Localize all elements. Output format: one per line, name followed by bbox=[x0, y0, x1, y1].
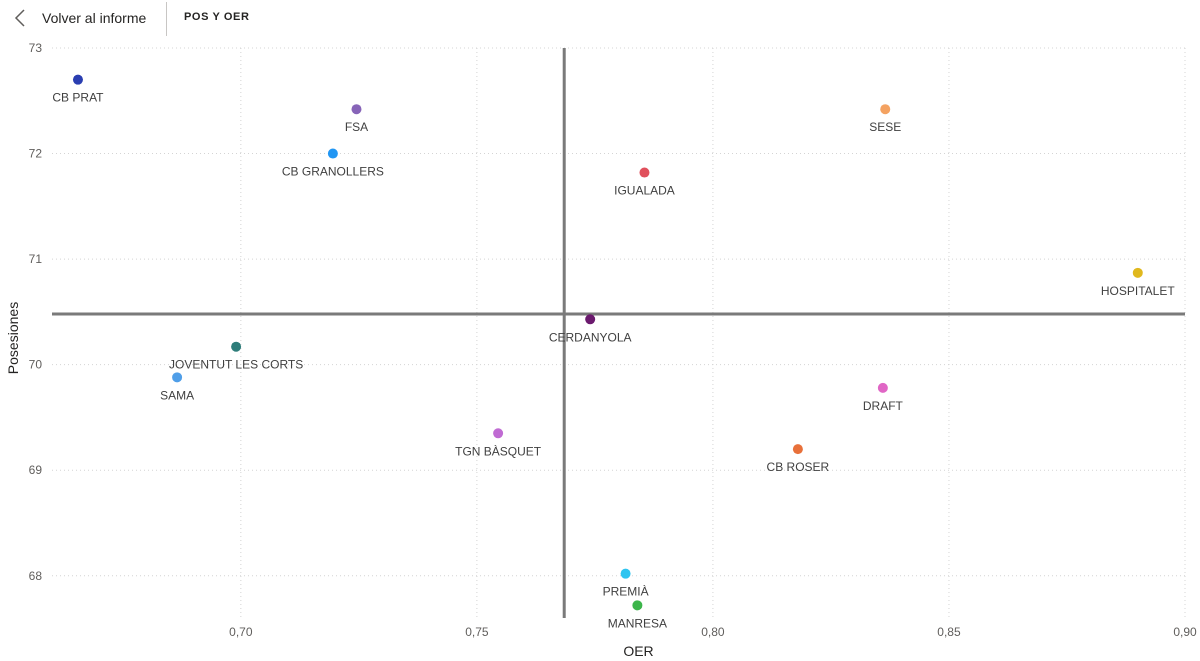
point-label-cb-roser: CB ROSER bbox=[767, 460, 830, 474]
x-tick-label: 0,85 bbox=[937, 625, 961, 639]
y-tick-label: 72 bbox=[29, 147, 43, 161]
point-sama[interactable] bbox=[172, 372, 183, 383]
point-cb-roser[interactable] bbox=[792, 444, 803, 455]
point-draft[interactable] bbox=[877, 382, 888, 393]
back-to-report-button[interactable]: Volver al informe bbox=[14, 6, 146, 30]
point-cerdanyola[interactable] bbox=[585, 314, 596, 325]
data-points bbox=[72, 74, 1143, 611]
axis-ticks: 0,70 0,75 0,80 0,85 0,90 68 69 70 71 72 73 bbox=[29, 41, 1197, 639]
point-label-draft: DRAFT bbox=[863, 399, 904, 413]
x-tick-label: 0,80 bbox=[701, 625, 725, 639]
point-label-premia: PREMIÀ bbox=[603, 584, 649, 599]
top-bar: Volver al informe POS Y OER bbox=[0, 0, 1200, 36]
point-label-hospitalet: HOSPITALET bbox=[1101, 284, 1175, 298]
x-axis-title: OER bbox=[623, 643, 653, 659]
x-tick-label: 0,70 bbox=[229, 625, 253, 639]
point-cb-prat[interactable] bbox=[72, 74, 83, 85]
point-joventut-les-corts[interactable] bbox=[231, 341, 242, 352]
point-igualada[interactable] bbox=[639, 167, 650, 178]
y-tick-label: 68 bbox=[29, 569, 43, 583]
grid bbox=[52, 47, 1186, 618]
point-sese[interactable] bbox=[880, 104, 891, 115]
y-axis-title: Posesiones bbox=[5, 302, 21, 374]
point-label-manresa: MANRESA bbox=[608, 616, 667, 630]
point-label-sese: SESE bbox=[869, 120, 901, 134]
point-label-igualada: IGUALADA bbox=[614, 184, 675, 198]
y-tick-label: 73 bbox=[29, 41, 43, 55]
point-hospitalet[interactable] bbox=[1132, 267, 1143, 278]
header-divider bbox=[166, 2, 167, 36]
point-tgn-basquet[interactable] bbox=[493, 428, 504, 439]
back-label: Volver al informe bbox=[42, 10, 147, 26]
x-tick-label: 0,75 bbox=[465, 625, 489, 639]
reference-lines bbox=[52, 48, 1185, 618]
y-tick-label: 69 bbox=[29, 463, 43, 477]
y-tick-label: 71 bbox=[29, 252, 43, 266]
x-tick-label: 0,90 bbox=[1173, 625, 1197, 639]
data-labels: CB PRAT FSA CB GRANOLLERS SESE IGUALADA HOSPI… bbox=[52, 91, 1175, 631]
point-label-joventut-les-corts: JOVENTUT LES CORTS bbox=[169, 358, 303, 372]
point-manresa[interactable] bbox=[632, 600, 643, 611]
point-label-tgn-basquet: TGN BÀSQUET bbox=[455, 443, 542, 458]
point-label-cb-granollers: CB GRANOLLERS bbox=[282, 165, 384, 179]
point-premia[interactable] bbox=[620, 568, 631, 579]
point-label-cb-prat: CB PRAT bbox=[52, 91, 104, 105]
y-tick-label: 70 bbox=[29, 358, 43, 372]
chevron-left-icon bbox=[14, 9, 25, 27]
point-label-sama: SAMA bbox=[160, 388, 194, 402]
point-label-cerdanyola: CERDANYOLA bbox=[549, 330, 632, 344]
point-fsa[interactable] bbox=[351, 104, 362, 115]
page-title: POS Y OER bbox=[184, 11, 250, 23]
point-cb-granollers[interactable] bbox=[327, 148, 338, 159]
point-label-fsa: FSA bbox=[345, 120, 368, 134]
